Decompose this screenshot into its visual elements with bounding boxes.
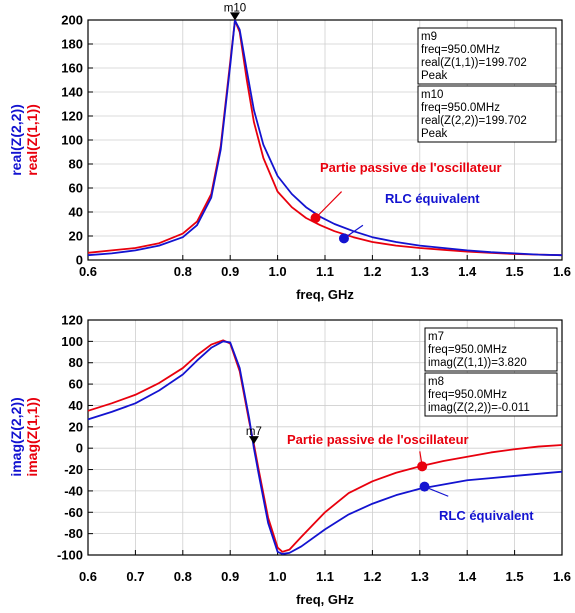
x-tick-label: 1.2 <box>363 569 381 584</box>
x-tick-label: 1.6 <box>553 569 571 584</box>
x-tick-label: 0.7 <box>126 569 144 584</box>
marker-readout-box <box>424 327 558 372</box>
marker-readout-box <box>424 372 558 417</box>
y-tick-label: -40 <box>64 483 83 498</box>
x-tick-label: 1.1 <box>316 264 334 279</box>
marker-readout-line: imag(Z(2,2))=-0.011 <box>428 402 530 414</box>
x-tick-label: 1.0 <box>269 264 287 279</box>
callout-text: Partie passive de l'oscillateur <box>320 160 502 175</box>
x-tick-label: 1.4 <box>458 569 477 584</box>
series-line-real-z-1-1- <box>87 19 563 257</box>
y-axis-title: real(Z(2,2)) <box>8 104 24 176</box>
marker-readout-line: real(Z(2,2))=199.702 <box>421 115 527 127</box>
x-tick-label: 1.1 <box>316 569 334 584</box>
marker-readout-box <box>417 27 557 85</box>
x-tick-label: 0.8 <box>174 264 192 279</box>
marker-readout-line: m9 <box>421 31 437 43</box>
y-tick-label: -60 <box>64 505 83 520</box>
y-tick-label: 120 <box>61 109 83 124</box>
marker-triangle <box>229 12 240 21</box>
callout-dot <box>419 481 430 492</box>
marker-readout-line: freq=950.0MHz <box>421 44 500 56</box>
x-tick-label: 1.3 <box>411 264 429 279</box>
y-tick-label: -100 <box>57 548 83 563</box>
y-tick-label: 80 <box>69 355 83 370</box>
x-tick-label: 1.0 <box>269 569 287 584</box>
marker-readout-line: Peak <box>421 70 447 82</box>
marker-label: m7 <box>246 426 262 438</box>
marker-readout-line: m8 <box>428 376 444 388</box>
callout-dot <box>417 461 428 472</box>
y-axis-title: imag(Z(1,1)) <box>24 397 40 476</box>
series-line-real-z-2-2- <box>87 19 563 257</box>
y-tick-label: -80 <box>64 526 83 541</box>
marker-label: m10 <box>224 2 246 14</box>
callout-text: RLC équivalent <box>385 191 480 206</box>
marker-triangle <box>248 436 259 445</box>
chart-panel-2: -100 -80 -60 -40 -20 0 20 40 60 80 100 120 0.6 0.7 0.8… <box>8 313 571 608</box>
x-tick-label: 1.5 <box>506 264 524 279</box>
x-tick-label: 1.3 <box>411 569 429 584</box>
x-tick-label: 0.8 <box>174 569 192 584</box>
marker-readout-line: Peak <box>421 128 447 140</box>
x-tick-label: 0.9 <box>221 264 239 279</box>
y-tick-label: 40 <box>69 205 83 220</box>
y-tick-label: 0 <box>76 441 83 456</box>
marker-readout-line: imag(Z(1,1))=3.820 <box>428 357 527 369</box>
plot-frame <box>87 319 563 556</box>
marker-readout-line: m7 <box>428 331 444 343</box>
y-axis-title: real(Z(1,1)) <box>24 104 40 176</box>
y-tick-label: 180 <box>61 37 83 52</box>
plot-frame <box>87 19 563 261</box>
y-tick-label: 80 <box>69 157 83 172</box>
callout-dot <box>338 233 349 244</box>
y-tick-label: 0 <box>76 253 83 268</box>
y-tick-label: 40 <box>69 398 83 413</box>
marker-readout-line: freq=950.0MHz <box>421 102 500 114</box>
y-axis-title: imag(Z(2,2)) <box>8 397 24 476</box>
y-tick-label: 20 <box>69 419 83 434</box>
callout-line <box>315 191 343 219</box>
marker-readout-line: real(Z(1,1))=199.702 <box>421 57 527 69</box>
series-line-imag-z-2-2- <box>87 340 563 555</box>
y-tick-label: 120 <box>61 313 83 328</box>
x-axis-title: freq, GHz <box>296 592 354 607</box>
callout-text: Partie passive de l'oscillateur <box>287 432 469 447</box>
marker-readout-line: freq=950.0MHz <box>428 344 507 356</box>
callout-dot <box>310 213 321 223</box>
x-tick-label: 1.6 <box>553 264 571 279</box>
chart-panel-1: 0 20 40 60 80 100 120 140 160 180 200 0.6 0.8 0.9 1.0 1… <box>8 2 571 302</box>
y-tick-label: 160 <box>61 61 83 76</box>
y-tick-label: 200 <box>61 13 83 28</box>
x-tick-label: 1.5 <box>506 569 524 584</box>
x-tick-label: 0.9 <box>221 569 239 584</box>
y-tick-label: 100 <box>61 133 83 148</box>
y-tick-label: 100 <box>61 334 83 349</box>
y-tick-label: -20 <box>64 462 83 477</box>
y-tick-label: 60 <box>69 377 83 392</box>
x-tick-label: 0.6 <box>79 264 97 279</box>
y-tick-label: 20 <box>69 229 83 244</box>
marker-readout-line: freq=950.0MHz <box>428 389 507 401</box>
x-axis-title: freq, GHz <box>296 287 354 302</box>
x-tick-label: 1.4 <box>458 264 477 279</box>
marker-readout-box <box>417 85 557 143</box>
callout-text: RLC équivalent <box>439 508 534 523</box>
y-tick-label: 140 <box>61 85 83 100</box>
x-tick-label: 1.2 <box>363 264 381 279</box>
series-line-imag-z-1-1- <box>87 339 563 553</box>
y-tick-label: 60 <box>69 181 83 196</box>
marker-readout-line: m10 <box>421 89 443 101</box>
x-tick-label: 0.6 <box>79 569 97 584</box>
